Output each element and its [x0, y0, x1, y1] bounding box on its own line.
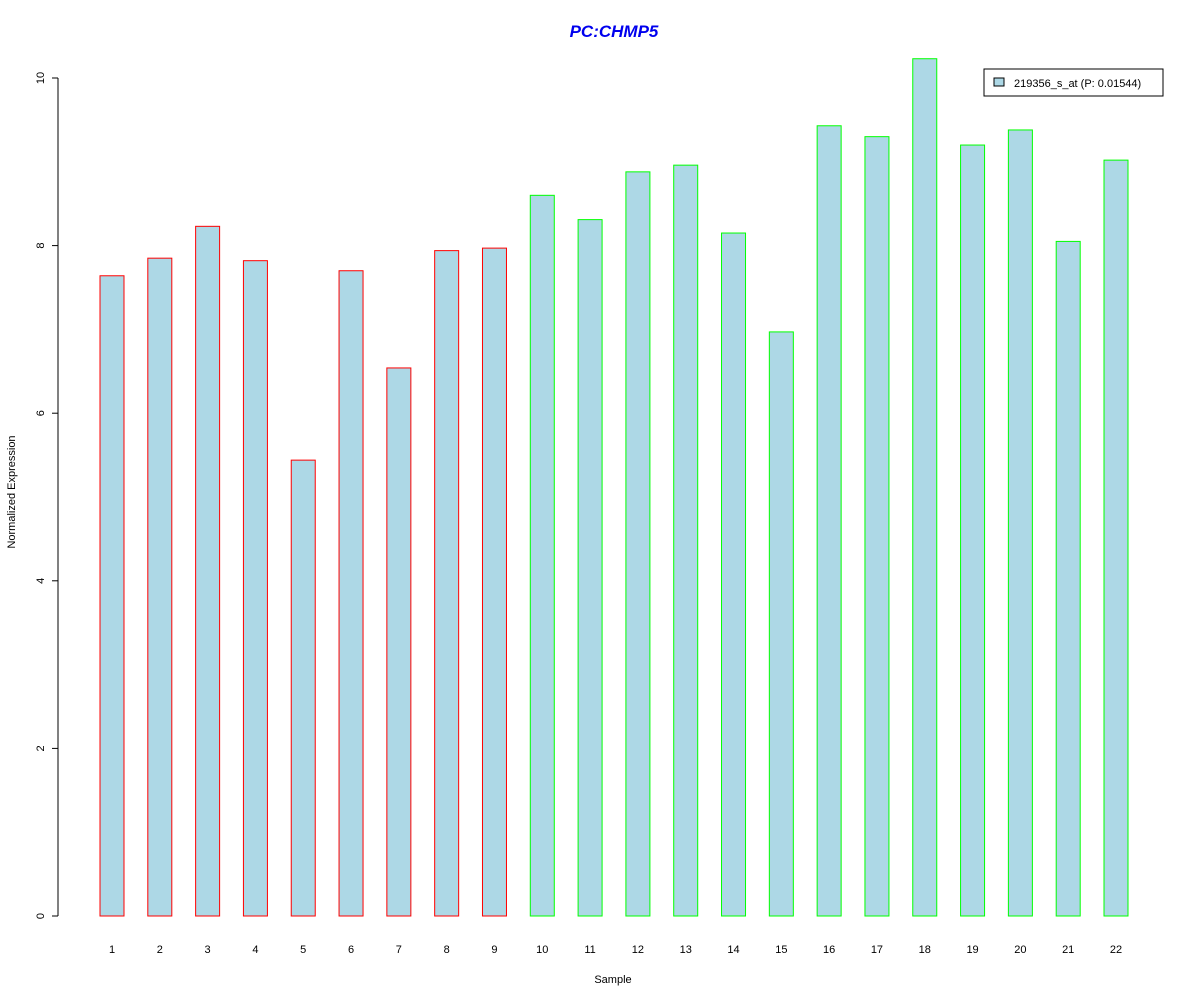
bar-sample-8 — [434, 250, 460, 917]
x-tick-label: 9 — [491, 944, 497, 956]
y-axis: 0 2 4 6 8 10 — [35, 72, 59, 919]
x-tick-label: 4 — [252, 944, 258, 956]
y-axis-label: Normalized Expression — [6, 435, 18, 548]
bar-sample-19 — [960, 144, 986, 917]
bar-sample-20 — [1007, 129, 1033, 917]
y-tick-label: 2 — [35, 745, 47, 751]
bars — [99, 58, 1129, 917]
x-tick-label: 10 — [536, 944, 548, 956]
x-tick-label: 8 — [444, 944, 450, 956]
bar-sample-21 — [1055, 240, 1081, 917]
x-tick-label: 12 — [632, 944, 644, 956]
bar-sample-10 — [529, 194, 555, 917]
bar-sample-5 — [290, 459, 316, 917]
x-axis-label: Sample — [594, 974, 631, 986]
legend-swatch — [993, 77, 1005, 87]
bar-sample-7 — [386, 367, 412, 917]
bar-sample-22 — [1103, 159, 1129, 917]
bar-sample-9 — [481, 247, 507, 917]
bar-sample-3 — [195, 225, 221, 917]
bar-sample-14 — [721, 232, 747, 917]
y-tick-label: 4 — [35, 578, 47, 584]
y-tick-label: 8 — [35, 243, 47, 249]
legend-box — [983, 68, 1164, 97]
bar-sample-12 — [625, 171, 651, 917]
bar-sample-13 — [673, 164, 699, 917]
x-tick-label: 19 — [966, 944, 978, 956]
x-tick-label: 7 — [396, 944, 402, 956]
x-tick-label: 2 — [157, 944, 163, 956]
y-tick-label: 0 — [35, 913, 47, 919]
bar-sample-2 — [147, 257, 173, 917]
bar-sample-1 — [99, 275, 125, 917]
bar-sample-4 — [242, 260, 268, 917]
x-tick-label: 6 — [348, 944, 354, 956]
x-tick-label: 3 — [205, 944, 211, 956]
x-tick-label: 16 — [823, 944, 835, 956]
bar-sample-16 — [816, 125, 842, 917]
chart-title: PC:CHMP5 — [570, 22, 659, 41]
x-tick-labels: 1 2 3 4 5 6 7 8 9 10 11 12 13 14 15 16 17 18 19 20 21 22 — [109, 944, 1122, 956]
bar-sample-17 — [864, 136, 890, 917]
y-tick-label: 6 — [35, 410, 47, 416]
bar-sample-15 — [768, 331, 794, 917]
x-tick-label: 22 — [1110, 944, 1122, 956]
legend: 219356_s_at (P: 0.01544) — [983, 68, 1164, 97]
bar-sample-18 — [912, 58, 938, 917]
x-tick-label: 14 — [727, 944, 739, 956]
bar-sample-11 — [577, 219, 603, 917]
x-tick-label: 13 — [680, 944, 692, 956]
x-tick-label: 17 — [871, 944, 883, 956]
x-tick-label: 21 — [1062, 944, 1074, 956]
y-tick-label: 10 — [35, 72, 47, 84]
x-tick-label: 20 — [1014, 944, 1026, 956]
bar-sample-6 — [338, 270, 364, 917]
x-tick-label: 1 — [109, 944, 115, 956]
x-tick-label: 5 — [300, 944, 306, 956]
x-tick-label: 11 — [584, 944, 595, 956]
x-tick-label: 18 — [919, 944, 931, 956]
x-tick-label: 15 — [775, 944, 787, 956]
legend-label: 219356_s_at (P: 0.01544) — [1014, 78, 1141, 90]
